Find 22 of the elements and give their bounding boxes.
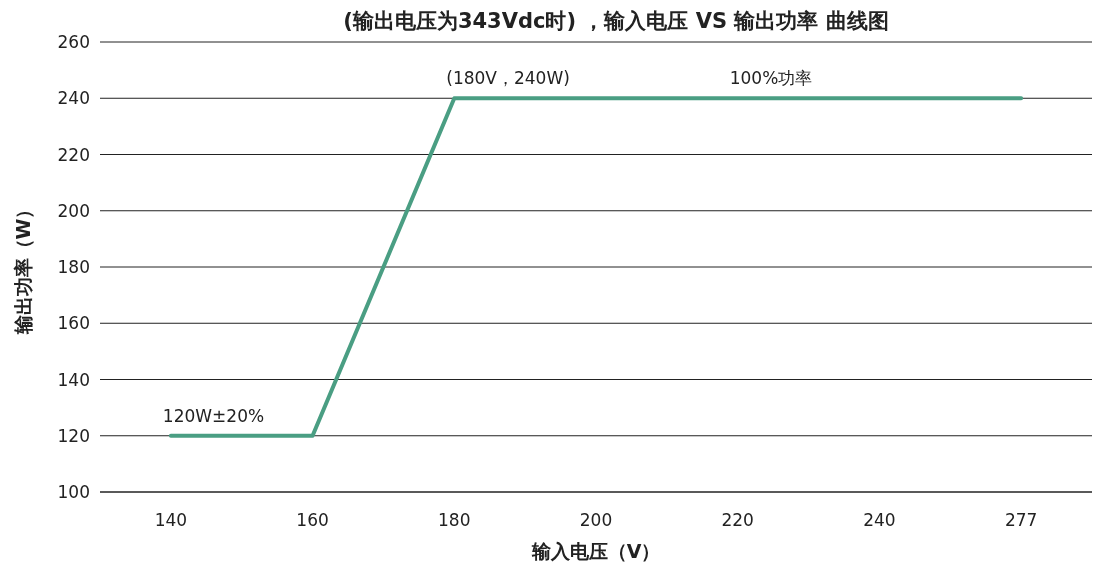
y-tick-label: 140	[57, 369, 90, 390]
chart-title: (输出电压为343Vdc时) ，输入电压 VS 输出功率 曲线图	[343, 9, 889, 33]
annotation: 120W±20%	[162, 405, 265, 426]
annotation: 100%功率	[729, 68, 813, 89]
x-tick-label: 240	[863, 510, 896, 530]
y-tick-label: 240	[57, 88, 90, 109]
y-tick-label: 160	[57, 313, 90, 334]
x-tick-label: 200	[579, 510, 613, 530]
x-tick-label: 180	[438, 510, 471, 530]
y-tick-label: 260	[57, 32, 90, 52]
y-tick-label: 100	[57, 482, 90, 502]
x-tick-label: 160	[296, 510, 329, 530]
y-tick-label: 120	[57, 425, 90, 446]
y-tick-label: 220	[57, 144, 90, 165]
x-tick-label: 220	[721, 510, 754, 530]
x-tick-label: 277	[1004, 510, 1038, 530]
y-tick-label: 200	[57, 200, 90, 221]
annotation: (180V，240W)	[446, 68, 570, 89]
y-tick-label: 180	[57, 257, 90, 277]
y-axis-title: 输出功率（W）	[12, 199, 34, 336]
x-axis-title: 输入电压（V）	[530, 540, 661, 562]
x-tick-label: 140	[154, 510, 188, 530]
